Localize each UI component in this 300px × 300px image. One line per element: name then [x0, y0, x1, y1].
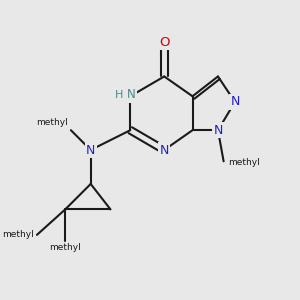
Text: methyl: methyl [50, 243, 81, 252]
Text: H: H [115, 90, 123, 100]
Text: N: N [127, 88, 136, 101]
Text: N: N [86, 143, 95, 157]
Text: methyl: methyl [2, 230, 34, 239]
Text: N: N [213, 124, 223, 137]
Text: methyl: methyl [228, 158, 260, 167]
Text: O: O [159, 36, 169, 49]
Text: N: N [230, 95, 240, 108]
Text: N: N [160, 143, 169, 157]
Text: methyl: methyl [36, 118, 68, 127]
